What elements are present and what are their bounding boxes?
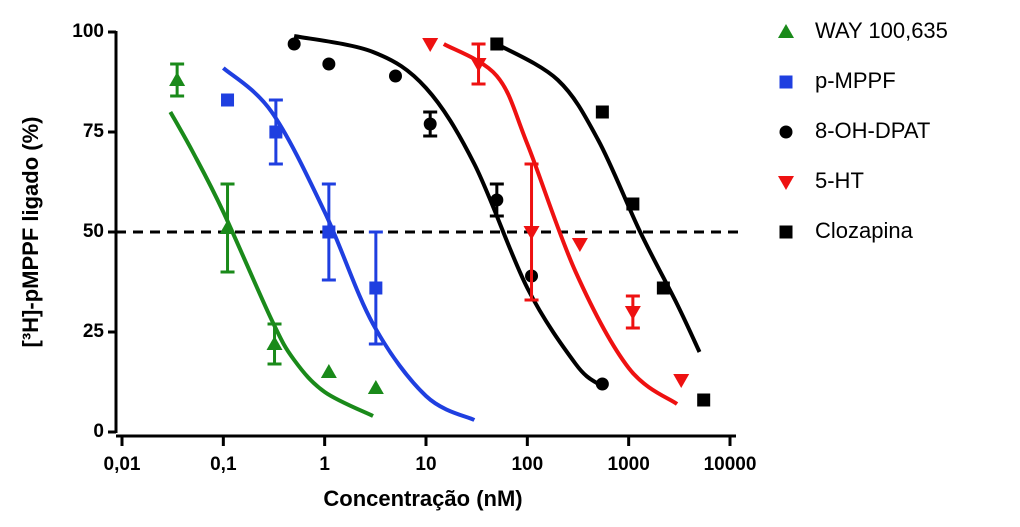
data-point <box>656 281 670 295</box>
fit-curve <box>293 34 600 386</box>
data-point <box>697 393 711 407</box>
data-point <box>221 93 235 107</box>
y-tick-label: 0 <box>93 421 104 442</box>
data-point <box>595 377 609 391</box>
legend-label: 5-HT <box>815 168 864 193</box>
fit-curve <box>495 42 702 353</box>
data-point <box>266 336 283 350</box>
x-tick-label: 0,1 <box>210 454 237 475</box>
data-point <box>673 374 690 388</box>
x-tick-label: 10 <box>415 454 436 475</box>
y-tick-label: 25 <box>83 321 105 342</box>
fit-curve <box>168 111 374 418</box>
data-point <box>523 226 540 240</box>
legend-label: p-MPPF <box>815 68 896 93</box>
legend-marker <box>779 75 793 89</box>
fit-curve <box>221 66 476 422</box>
data-point <box>320 364 337 378</box>
y-tick-label: 100 <box>72 21 104 42</box>
data-point <box>388 69 402 83</box>
data-point <box>595 105 609 119</box>
legend-label: WAY 100,635 <box>815 18 948 43</box>
data-point <box>169 72 186 86</box>
data-point <box>422 38 439 52</box>
data-point <box>369 281 383 295</box>
data-point <box>626 197 640 211</box>
fit-curve <box>442 42 679 406</box>
legend-marker <box>778 176 794 190</box>
y-tick-label: 75 <box>83 121 105 142</box>
data-point <box>269 125 283 139</box>
y-axis-title: [³H]-pMPPF ligado (%) <box>18 117 43 348</box>
data-point <box>287 37 301 51</box>
legend-marker <box>779 225 793 239</box>
x-tick-label: 1 <box>319 454 330 475</box>
legend-marker <box>779 125 793 139</box>
x-tick-label: 1000 <box>608 454 650 475</box>
y-tick-label: 50 <box>83 221 104 242</box>
data-point <box>571 238 588 252</box>
data-point <box>624 306 641 320</box>
legend-label: 8-OH-DPAT <box>815 118 930 143</box>
data-point <box>322 225 336 239</box>
data-point <box>423 117 437 131</box>
data-point <box>470 58 487 72</box>
x-tick-label: 0,01 <box>104 454 141 475</box>
legend-label: Clozapina <box>815 218 914 243</box>
data-point <box>322 57 336 71</box>
data-point <box>490 37 504 51</box>
x-axis-title: Concentração (nM) <box>323 486 522 511</box>
x-tick-label: 10000 <box>704 454 757 475</box>
data-point <box>367 380 384 394</box>
data-point <box>219 220 236 234</box>
x-tick-label: 100 <box>511 454 543 475</box>
data-point <box>490 193 504 207</box>
legend-marker <box>778 24 794 38</box>
